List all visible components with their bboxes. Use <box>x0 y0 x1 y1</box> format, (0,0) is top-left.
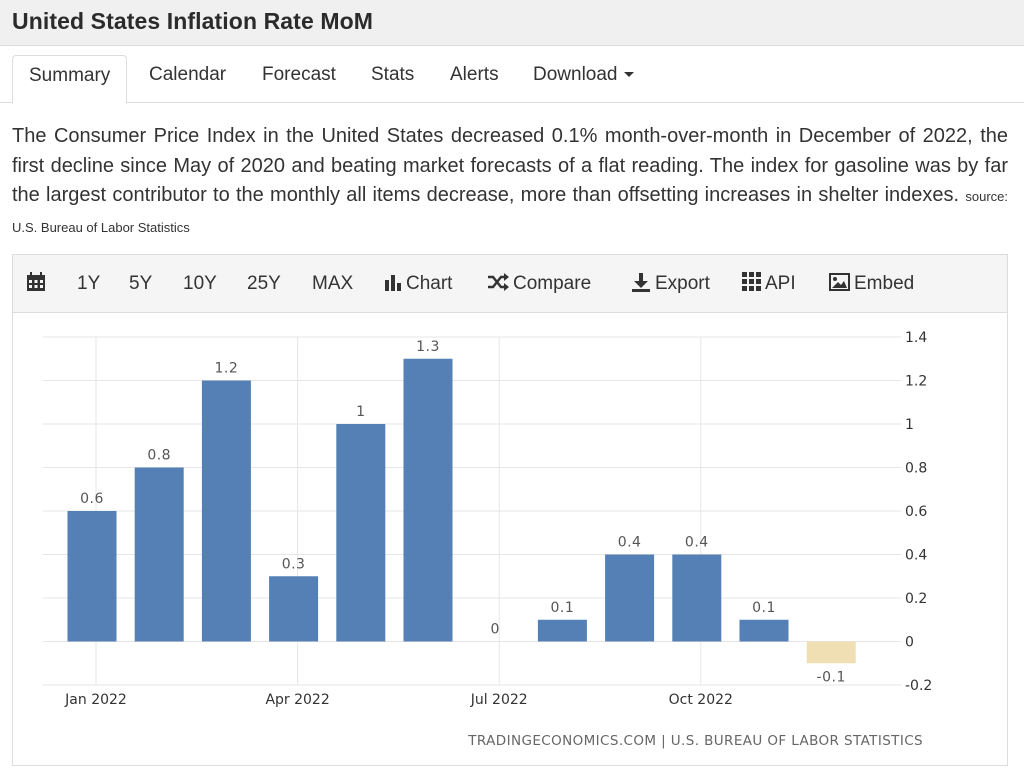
tab-label: Forecast <box>262 64 336 85</box>
chart-credit: TRADINGECONOMICS.COM | U.S. BUREAU OF LA… <box>467 733 923 749</box>
tab-calendar[interactable]: Calendar <box>149 55 226 103</box>
tab-download[interactable]: Download <box>533 55 634 103</box>
x-tick-label: Jan 2022 <box>64 692 127 708</box>
y-tick-label: 0.2 <box>905 591 927 607</box>
tab-label: Summary <box>29 65 111 86</box>
page-title: United States Inflation Rate MoM <box>12 8 373 34</box>
data-label: 0.6 <box>80 491 104 507</box>
embed-button[interactable]: Embed <box>829 255 914 313</box>
chart-type-button[interactable]: Chart <box>384 255 452 313</box>
summary-description: The Consumer Price Index in the United S… <box>12 122 1008 242</box>
y-tick-label: -0.2 <box>905 678 932 694</box>
data-label: 1.3 <box>416 339 440 355</box>
bar <box>672 554 722 642</box>
bar-chart: 0.6 0.8 1.2 0.3 1 1.3 0 0.1 0.4 0.4 0.1 -0.1 -0.2 0 0… <box>43 330 932 749</box>
x-tick-label: Jul 2022 <box>470 692 528 708</box>
y-tick-label: 0.8 <box>905 461 927 477</box>
embed-label: Embed <box>854 273 915 294</box>
tab-bar: Summary Calendar Forecast Stats Alerts D… <box>0 46 1024 104</box>
tab-alerts[interactable]: Alerts <box>450 55 499 103</box>
compare-label: Compare <box>513 273 592 294</box>
calendar-icon[interactable] <box>26 255 50 313</box>
y-tick-label: 1.2 <box>905 374 927 390</box>
source-note: source: U.S. Bureau of Labor Statistics <box>12 189 1008 235</box>
bar <box>806 641 856 664</box>
chevron-down-icon <box>623 72 634 78</box>
y-tick-label: 1 <box>905 417 914 433</box>
data-label: 0.4 <box>618 535 642 551</box>
data-label: -0.1 <box>817 669 846 685</box>
y-tick-label: 1.4 <box>905 330 927 346</box>
api-button[interactable]: API <box>742 255 796 313</box>
data-label: 0.8 <box>147 448 171 464</box>
x-tick-label: Apr 2022 <box>265 692 329 708</box>
data-label: 0.1 <box>752 600 776 616</box>
shuffle-icon <box>488 272 509 291</box>
bar <box>201 380 251 642</box>
bar <box>134 467 184 642</box>
description-text: The Consumer Price Index in the United S… <box>12 125 1008 206</box>
tab-label: Stats <box>371 64 415 85</box>
range-5y-button[interactable]: 5Y <box>129 273 153 294</box>
bar <box>336 424 386 642</box>
bar <box>269 576 319 642</box>
tab-label: Download <box>533 64 618 85</box>
data-label: 0.3 <box>282 556 306 572</box>
x-tick-label: Oct 2022 <box>669 692 733 708</box>
image-icon <box>829 272 850 291</box>
download-icon <box>632 272 650 292</box>
compare-button[interactable]: Compare <box>487 255 591 313</box>
bar <box>67 511 117 642</box>
chart-type-label: Chart <box>406 273 453 294</box>
data-label: 0 <box>490 622 499 638</box>
y-tick-label: 0.6 <box>905 504 927 520</box>
api-label: API <box>765 273 796 294</box>
tab-stats[interactable]: Stats <box>371 55 414 103</box>
chart-panel: 1Y 5Y 10Y 25Y MAX Chart Compare Export A… <box>12 254 1008 766</box>
chart-toolbar: 1Y 5Y 10Y 25Y MAX Chart Compare Export A… <box>13 255 1007 313</box>
export-label: Export <box>655 273 710 294</box>
tab-label: Alerts <box>450 64 499 85</box>
title-bar: United States Inflation Rate MoM <box>0 0 1024 46</box>
bar <box>605 554 655 642</box>
tab-summary[interactable]: Summary <box>12 55 128 104</box>
tab-forecast[interactable]: Forecast <box>262 55 336 103</box>
y-tick-label: 0.4 <box>905 548 927 564</box>
range-25y-button[interactable]: 25Y <box>247 273 281 294</box>
data-label: 1 <box>356 404 365 420</box>
range-10y-button[interactable]: 10Y <box>183 273 217 294</box>
bar <box>537 619 587 642</box>
data-label: 0.4 <box>685 535 709 551</box>
y-tick-label: 0 <box>905 635 914 651</box>
export-button[interactable]: Export <box>631 255 710 313</box>
bar <box>739 619 789 642</box>
range-max-button[interactable]: MAX <box>312 273 354 294</box>
grid-icon <box>742 272 761 292</box>
tab-label: Calendar <box>149 64 227 85</box>
range-1y-button[interactable]: 1Y <box>77 273 101 294</box>
bar-chart-icon <box>385 274 401 291</box>
data-label: 1.2 <box>215 361 239 377</box>
bar <box>403 358 453 642</box>
data-label: 0.1 <box>551 600 575 616</box>
